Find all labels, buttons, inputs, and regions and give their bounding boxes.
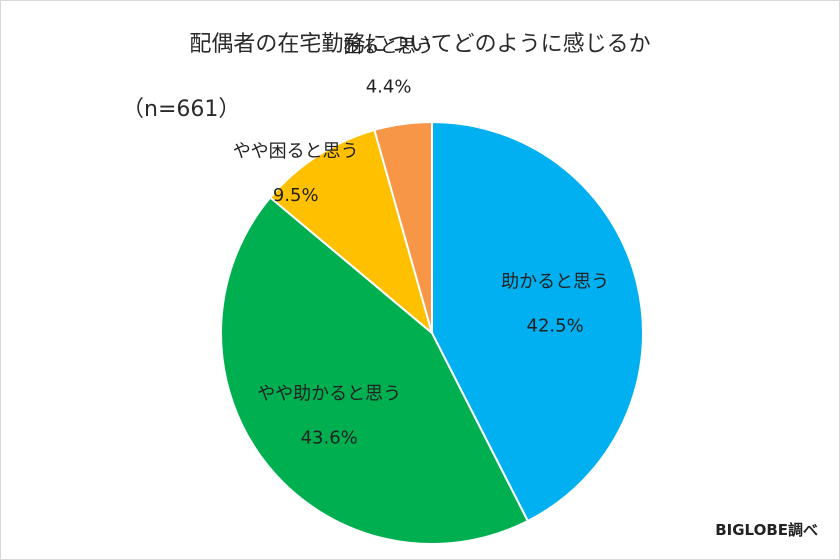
slice-value-label-3: 9.5% bbox=[273, 185, 319, 206]
pie-slice-3 bbox=[268, 128, 434, 336]
pie-labels: 助かると思う 42.5% やや助かると思う 43.6% やや困ると思う 9.5% 困ると思う… bbox=[233, 37, 609, 449]
chart-title: 配偶者の在宅勤務についてどのように感じるか bbox=[189, 32, 651, 57]
pie-slice-4 bbox=[373, 120, 433, 334]
slice-category-label-2: やや助かると思う bbox=[257, 383, 401, 404]
slice-value-label-4: 4.4% bbox=[366, 77, 412, 98]
pie-slice-1 bbox=[431, 120, 644, 523]
pie-slice-2 bbox=[220, 196, 530, 545]
slice-value-label-1: 42.5% bbox=[527, 315, 584, 336]
slice-category-label-1: 助かると思う bbox=[501, 271, 609, 292]
slice-category-label-3: やや困ると思う bbox=[233, 141, 359, 162]
pie-slices bbox=[220, 120, 644, 545]
source-credit: BIGLOBE調べ bbox=[715, 521, 818, 539]
sample-size-note: （n=661） bbox=[122, 97, 241, 122]
slice-category-label-4: 困ると思う bbox=[344, 37, 434, 58]
slice-value-label-2: 43.6% bbox=[301, 427, 358, 448]
